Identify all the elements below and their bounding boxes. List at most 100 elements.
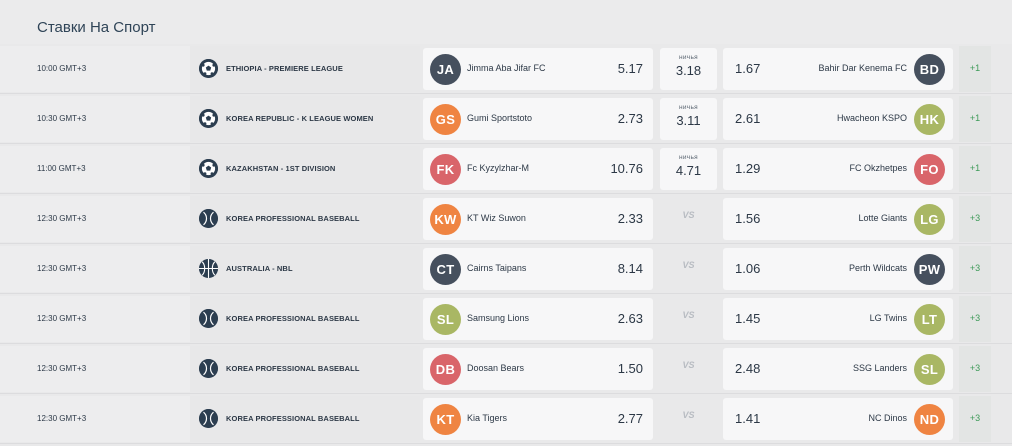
home-odd-button[interactable]: KW KT Wiz Suwon 2.33: [423, 198, 653, 240]
away-odd-button[interactable]: 2.48 SSG Landers SL: [723, 348, 953, 390]
draw-odd-value: 3.11: [676, 113, 701, 128]
match-time-cell: 12:30 GMT+3: [0, 396, 190, 442]
more-markets-button[interactable]: +3: [959, 296, 991, 342]
draw-odd-value: 4.71: [675, 163, 702, 178]
vs-label: VS: [682, 310, 695, 320]
league-cell[interactable]: KOREA PROFESSIONAL BASEBALL: [190, 346, 420, 392]
home-team-name: Gumi Sportstoto: [467, 113, 533, 123]
more-markets-button[interactable]: +3: [959, 196, 991, 242]
home-odd-button[interactable]: DB Doosan Bears 1.50: [423, 348, 653, 390]
baseball-icon: [199, 359, 218, 378]
match-time-cell: 12:30 GMT+3: [0, 296, 190, 342]
more-markets-button[interactable]: +1: [959, 96, 991, 142]
match-row: 10:00 GMT+3 ETHIOPIA - PREMIERE LEAGUE J…: [0, 44, 1012, 94]
away-team-avatar: BD: [914, 54, 945, 85]
vs-label: VS: [682, 410, 695, 420]
draw-odd-button[interactable]: ничья 3.18: [660, 48, 717, 90]
away-team-avatar: SL: [914, 354, 945, 385]
away-odd-button[interactable]: 1.56 Lotte Giants LG: [723, 198, 953, 240]
league-cell[interactable]: KOREA PROFESSIONAL BASEBALL: [190, 396, 420, 442]
league-cell[interactable]: KAZAKHSTAN - 1ST DIVISION: [190, 146, 420, 192]
away-team-avatar: HK: [914, 104, 945, 135]
league-cell[interactable]: KOREA PROFESSIONAL BASEBALL: [190, 296, 420, 342]
away-team-name: SSG Landers: [852, 363, 907, 373]
home-odd-button[interactable]: FK Fc Kyzylzhar-M 10.76: [423, 148, 653, 190]
home-team-name: Jimma Aba Jifar FC: [467, 63, 546, 73]
match-time: 10:00 GMT+3: [37, 64, 86, 73]
away-team-avatar: PW: [914, 254, 945, 285]
home-team-avatar: KW: [430, 204, 461, 235]
away-odd-button[interactable]: 1.29 FC Okzhetpes FO: [723, 148, 953, 190]
away-odd-value: 1.67: [735, 61, 761, 76]
away-odd-button[interactable]: 1.67 Bahir Dar Kenema FC BD: [723, 48, 953, 90]
draw-odd-button[interactable]: ничья 4.71: [660, 148, 717, 190]
home-odd-button[interactable]: CT Cairns Taipans 8.14: [423, 248, 653, 290]
away-team-name: Hwacheon KSPO: [836, 113, 907, 123]
home-odd-value: 5.17: [617, 61, 643, 76]
more-markets-button[interactable]: +1: [959, 146, 991, 192]
more-markets-count: +1: [969, 163, 981, 173]
match-time-cell: 10:00 GMT+3: [0, 46, 190, 92]
away-team-avatar: LT: [914, 304, 945, 335]
match-time-value: 12:30: [37, 314, 58, 323]
match-time-value: 12:30: [37, 214, 58, 223]
home-team-name: Doosan Bears: [467, 363, 525, 373]
match-row: 12:30 GMT+3 KOREA PROFESSIONAL BASEBALL …: [0, 294, 1012, 344]
more-markets-count: +3: [969, 213, 981, 223]
football-icon: [199, 159, 218, 178]
league-name: KOREA PROFESSIONAL BASEBALL: [226, 364, 360, 373]
away-odd-button[interactable]: 2.61 Hwacheon KSPO HK: [723, 98, 953, 140]
match-timezone: GMT+3: [59, 414, 87, 423]
away-odd-button[interactable]: 1.41 NC Dinos ND: [723, 398, 953, 440]
section-header: Ставки На Спорт: [0, 0, 1012, 44]
home-team-avatar: DB: [430, 354, 461, 385]
home-team-avatar: JA: [430, 54, 461, 85]
league-cell[interactable]: KOREA REPUBLIC - K LEAGUE WOMEN: [190, 96, 420, 142]
match-time: 12:30 GMT+3: [37, 364, 86, 373]
league-cell[interactable]: ETHIOPIA - PREMIERE LEAGUE: [190, 46, 420, 92]
away-team-name: Lotte Giants: [858, 213, 907, 223]
home-odd-button[interactable]: GS Gumi Sportstoto 2.73: [423, 98, 653, 140]
more-markets-button[interactable]: +3: [959, 396, 991, 442]
more-markets-button[interactable]: +1: [959, 46, 991, 92]
more-markets-count: +3: [969, 263, 981, 273]
draw-odd-button[interactable]: ничья 3.11: [660, 98, 717, 140]
home-odd-button[interactable]: JA Jimma Aba Jifar FC 5.17: [423, 48, 653, 90]
match-time-value: 11:00: [37, 164, 57, 173]
league-cell[interactable]: AUSTRALIA - NBL: [190, 246, 420, 292]
away-odd-value: 1.41: [735, 411, 761, 426]
away-team-name: LG Twins: [869, 313, 907, 323]
match-time-cell: 10:30 GMT+3: [0, 96, 190, 142]
league-name: KOREA PROFESSIONAL BASEBALL: [226, 214, 360, 223]
draw-label: ничья: [678, 154, 698, 161]
more-markets-count: +1: [969, 113, 981, 123]
match-row: 12:30 GMT+3 KOREA PROFESSIONAL BASEBALL …: [0, 194, 1012, 244]
away-odd-button[interactable]: 1.06 Perth Wildcats PW: [723, 248, 953, 290]
league-name: KOREA PROFESSIONAL BASEBALL: [226, 414, 360, 423]
match-time-value: 12:30: [37, 264, 58, 273]
more-markets-button[interactable]: +3: [959, 346, 991, 392]
match-time: 12:30 GMT+3: [37, 214, 86, 223]
vs-label: VS: [682, 210, 695, 220]
league-name: KOREA REPUBLIC - K LEAGUE WOMEN: [226, 114, 374, 123]
home-odd-value: 10.76: [610, 161, 643, 176]
home-team-name: Fc Kyzylzhar-M: [467, 163, 530, 173]
away-team-name: NC Dinos: [868, 413, 907, 423]
away-odd-value: 1.45: [735, 311, 761, 326]
away-team-avatar: LG: [914, 204, 945, 235]
league-cell[interactable]: KOREA PROFESSIONAL BASEBALL: [190, 196, 420, 242]
home-odd-button[interactable]: KT Kia Tigers 2.77: [423, 398, 653, 440]
away-team-avatar: ND: [914, 404, 945, 435]
away-odd-button[interactable]: 1.45 LG Twins LT: [723, 298, 953, 340]
home-odd-button[interactable]: SL Samsung Lions 2.63: [423, 298, 653, 340]
baseball-icon: [199, 409, 218, 428]
match-time-value: 12:30: [37, 364, 58, 373]
more-markets-button[interactable]: +3: [959, 246, 991, 292]
league-name: KOREA PROFESSIONAL BASEBALL: [226, 314, 360, 323]
match-timezone: GMT+3: [59, 314, 87, 323]
match-time-cell: 11:00 GMT+3: [0, 146, 190, 192]
match-list: 10:00 GMT+3 ETHIOPIA - PREMIERE LEAGUE J…: [0, 44, 1012, 444]
home-team-avatar: FK: [430, 154, 461, 185]
away-odd-value: 1.06: [735, 261, 761, 276]
home-team-avatar: GS: [430, 104, 461, 135]
